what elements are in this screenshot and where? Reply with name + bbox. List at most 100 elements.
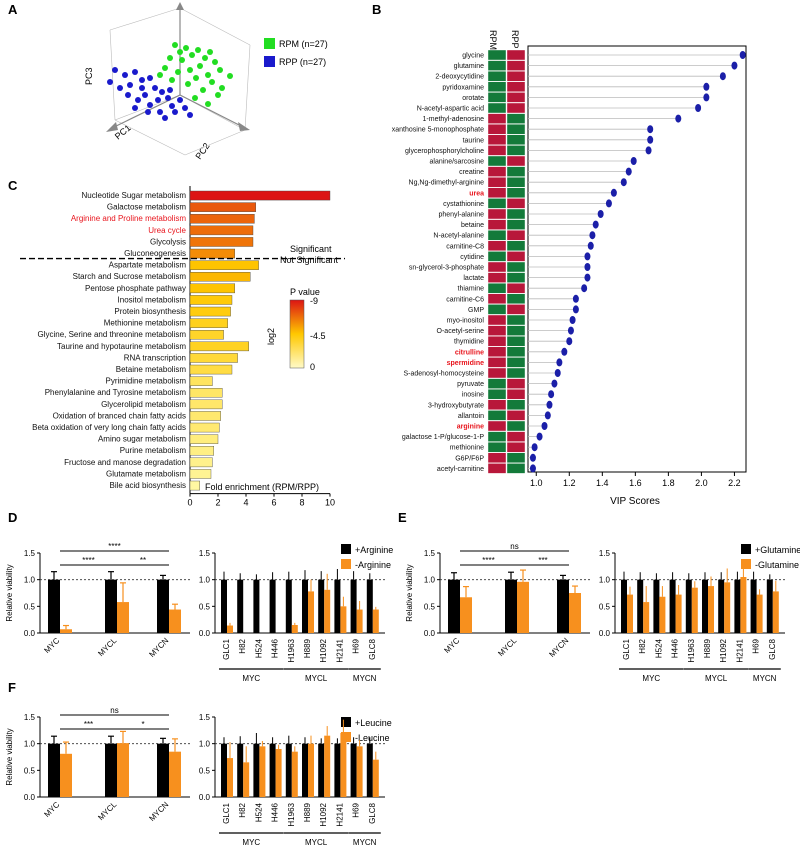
metabolite-label: Ng,Ng-dimethyl-arginine xyxy=(409,180,485,187)
pca-point-rpp xyxy=(125,92,131,98)
[object Object] xyxy=(138,21,143,110)
viability-e-summary-bar xyxy=(448,579,460,633)
pca-point-rpm xyxy=(185,81,191,87)
vip-point xyxy=(630,157,637,165)
viability-f-cell-line-label: GLC1 xyxy=(222,802,231,823)
pca-point-rpm xyxy=(179,57,185,63)
heatmap-cell-rpm xyxy=(487,283,507,294)
pca-point-rpm xyxy=(175,69,181,75)
heatmap-cell-rpp xyxy=(506,378,526,389)
pathway-bar xyxy=(189,225,254,236)
viability-f-cell-line-label: H889 xyxy=(303,802,312,822)
viability-d-cell-bar-plus xyxy=(302,579,308,633)
pathway-bar xyxy=(189,364,233,375)
enrichment-tick-label: 2 xyxy=(215,498,220,508)
vip-point xyxy=(695,104,702,112)
pathway-label: Purine metabolism xyxy=(120,446,187,455)
viability-d-summary-bar xyxy=(157,579,169,633)
viability-f-cell-bar-minus xyxy=(372,759,379,797)
vip-tick-label: 1.2 xyxy=(563,478,576,488)
viability-e-cell-y-tick-label: 0.0 xyxy=(599,629,611,638)
heatmap-cell-rpp xyxy=(506,420,526,432)
not-significant-label: Not Significant xyxy=(280,255,339,265)
pca-grid-line xyxy=(109,29,116,121)
viability-e-cell-y-tick-label: 1.5 xyxy=(599,549,611,558)
legend-rpp-swatch xyxy=(264,56,275,67)
vip-point xyxy=(739,51,746,59)
heatmap-cell-rpp xyxy=(506,49,526,61)
metabolite-label: inosine xyxy=(462,392,484,399)
metabolite-label: methionine xyxy=(450,445,484,452)
heatmap-cell-rpp xyxy=(506,314,526,326)
colorbar xyxy=(289,299,305,369)
pathway-label: Glutamate metabolism xyxy=(106,469,186,478)
pca-point-rpm xyxy=(219,85,225,91)
viability-f-significance-label: *** xyxy=(84,720,93,729)
pca-point-rpm xyxy=(200,87,206,93)
legend-rpp-label: RPP (n=27) xyxy=(279,57,326,67)
heatmap-col-rpp: RPP xyxy=(510,30,520,49)
pca-point-rpp xyxy=(157,109,163,115)
pca-point-rpm xyxy=(167,55,173,61)
viability-d-y-tick-label: 1.0 xyxy=(24,576,36,585)
viability-e-cell-line-label: H446 xyxy=(671,638,680,658)
vip-axis-label: VIP Scores xyxy=(610,496,660,507)
viability-d-cell-bar-minus xyxy=(372,609,379,633)
pathway-bar xyxy=(189,330,224,340)
panel-label-f: F xyxy=(8,680,16,695)
viability-d-cell-line-label: H69 xyxy=(352,638,361,653)
metabolite-label: orotate xyxy=(462,95,484,102)
viability-f-summary-bar xyxy=(48,743,60,797)
pathway-label: Starch and Sucrose metabolism xyxy=(73,272,187,281)
viability-e-cell-bar-plus xyxy=(621,579,627,633)
pca-point-rpp xyxy=(139,77,145,83)
heatmap-cell-rpp xyxy=(506,336,526,347)
viability-e-category-label: MYCN xyxy=(547,636,570,659)
pathway-bar xyxy=(189,457,213,468)
metabolite-label: glycerophosphorylcholine xyxy=(405,148,484,155)
viability-f-cell-bar-minus xyxy=(227,758,233,797)
viability-d-cell-line-label: H524 xyxy=(254,638,263,658)
heatmap-cell-rpm xyxy=(487,293,507,304)
heatmap-cell-rpp xyxy=(506,198,526,209)
pca-grid-line xyxy=(179,7,251,46)
heatmap-cell-rpm xyxy=(487,81,507,93)
viability-e-cell-line-label: GLC1 xyxy=(622,638,631,659)
vip-point xyxy=(647,125,654,134)
pca-point-rpp xyxy=(169,103,175,109)
heatmap-cell-rpm xyxy=(487,155,507,167)
colorbar-tick-mid: -4.5 xyxy=(310,331,326,341)
pca-point-rpp xyxy=(112,67,118,73)
viability-f-cell-line-label: H2141 xyxy=(335,802,344,826)
metabolite-label: myo-inositol xyxy=(447,318,485,325)
vip-point xyxy=(569,316,576,324)
pca-point-rpm xyxy=(215,92,221,98)
metabolite-label: citrulline xyxy=(455,349,484,356)
viability-f-group-label: MYCN xyxy=(353,838,377,847)
viability-d-summary-bar xyxy=(105,579,117,633)
viability-e-cell-bar-plus xyxy=(653,579,660,633)
pathway-label: Methionine metabolism xyxy=(104,319,187,328)
viability-e-summary-bar xyxy=(505,579,517,633)
viability-d-cell-bar-plus xyxy=(253,579,260,633)
pca-point-rpp xyxy=(139,85,145,91)
enrichment-tick-label: 6 xyxy=(271,498,276,508)
vip-tick-label: 2.0 xyxy=(695,478,708,488)
viability-f-cell-line-label: H1092 xyxy=(319,802,328,826)
vip-point xyxy=(592,220,599,229)
metabolite-label: sn-glycerol-3-phosphate xyxy=(409,265,484,272)
viability-e-cell-bar-plus xyxy=(637,579,644,633)
pca-point-rpp xyxy=(177,97,183,103)
viability-f-cell-line-label: H446 xyxy=(271,802,280,822)
viability-e-cell-line-label: H2141 xyxy=(735,638,744,662)
pca-axis-y xyxy=(179,94,246,129)
heatmap-cell-rpm xyxy=(487,420,507,432)
viability-f-summary-bar xyxy=(105,743,117,797)
pca-axis-y-arrow xyxy=(238,122,250,131)
vip-point xyxy=(566,337,573,346)
pathway-label: Glycolysis xyxy=(150,237,186,246)
viability-e-summary-bar xyxy=(460,597,472,633)
viability-d-y-tick-label: 1.5 xyxy=(24,549,36,558)
pca-point-rpp xyxy=(187,112,193,118)
viability-d-summary-bar xyxy=(169,609,181,633)
